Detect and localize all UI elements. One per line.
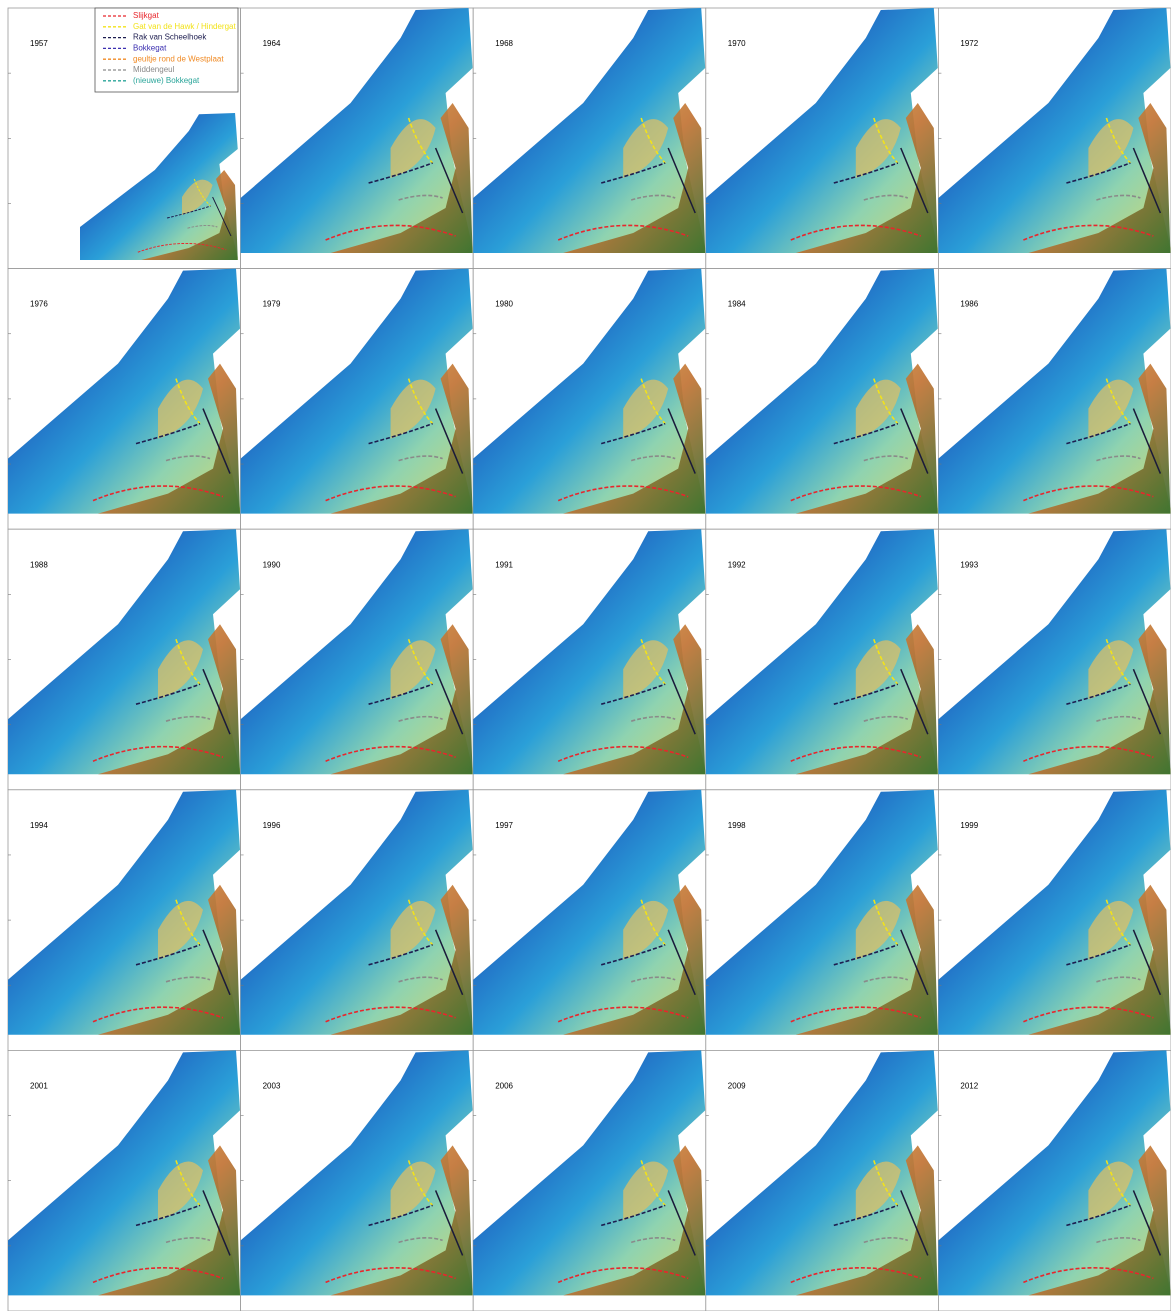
year-label: 1979 xyxy=(263,300,281,309)
map-panel: 1968 xyxy=(473,8,706,269)
year-label: 1986 xyxy=(960,300,978,309)
map-panel: 1994 xyxy=(8,790,241,1051)
legend-label: Rak van Scheelhoek xyxy=(133,33,207,42)
year-label: 1970 xyxy=(728,39,746,48)
year-label: 1990 xyxy=(263,560,281,569)
map-panel: 1997 xyxy=(473,790,706,1051)
map-panel: 1996 xyxy=(241,790,474,1051)
year-label: 1976 xyxy=(30,300,48,309)
year-label: 2009 xyxy=(728,1082,746,1091)
legend-label: Gat van de Hawk / Hindergat xyxy=(133,22,236,31)
year-label: 1988 xyxy=(30,560,48,569)
legend-label: Bokkegat xyxy=(133,44,167,53)
legend-label: Slijkgat xyxy=(133,11,160,20)
map-panel: 1990 xyxy=(241,529,474,790)
year-label: 1993 xyxy=(960,560,978,569)
year-label: 1972 xyxy=(960,39,978,48)
year-label: 1984 xyxy=(728,300,746,309)
year-label: 1968 xyxy=(495,39,513,48)
year-label: 1964 xyxy=(263,39,281,48)
year-label: 1992 xyxy=(728,560,746,569)
map-panel: 1964 xyxy=(241,8,474,269)
legend-label: Middengeul xyxy=(133,65,175,74)
map-panel: 1979 xyxy=(241,269,474,530)
year-label: 2012 xyxy=(960,1082,978,1091)
legend-label: geultje rond de Westplaat xyxy=(133,54,224,63)
map-panel: 1976 xyxy=(8,269,241,530)
map-panel: 1993 xyxy=(938,529,1171,790)
map-panel: 2003 xyxy=(241,1050,474,1311)
year-label: 1994 xyxy=(30,821,48,830)
year-label: 1991 xyxy=(495,560,513,569)
map-panel: 1970 xyxy=(706,8,939,269)
map-grid: 1957 1964 1968 1970 1972 1976 1979 1980 1984 1986… xyxy=(0,0,1171,1311)
year-label: 1998 xyxy=(728,821,746,830)
map-panel: 2001 xyxy=(8,1050,241,1311)
map-panel: 1992 xyxy=(706,529,939,790)
map-panel: 1980 xyxy=(473,269,706,530)
year-label: 1997 xyxy=(495,821,513,830)
legend-label: (nieuwe) Bokkegat xyxy=(133,76,200,85)
map-panel: 1988 xyxy=(8,529,241,790)
year-label: 1999 xyxy=(960,821,978,830)
map-panel: 1972 xyxy=(938,8,1171,269)
map-panel: 1999 xyxy=(938,790,1171,1051)
map-panel: 1991 xyxy=(473,529,706,790)
year-label: 2001 xyxy=(30,1082,48,1091)
year-label: 1957 xyxy=(30,39,48,48)
map-panel: 1986 xyxy=(938,269,1171,530)
year-label: 1996 xyxy=(263,821,281,830)
year-label: 1980 xyxy=(495,300,513,309)
map-panel: 1998 xyxy=(706,790,939,1051)
map-panel: 1984 xyxy=(706,269,939,530)
year-label: 2006 xyxy=(495,1082,513,1091)
legend: Slijkgat Gat van de Hawk / Hindergat Rak v… xyxy=(95,8,238,92)
map-panel: 2012 xyxy=(938,1050,1171,1311)
map-panel: 2006 xyxy=(473,1050,706,1311)
map-panel: 2009 xyxy=(706,1050,939,1311)
year-label: 2003 xyxy=(263,1082,281,1091)
